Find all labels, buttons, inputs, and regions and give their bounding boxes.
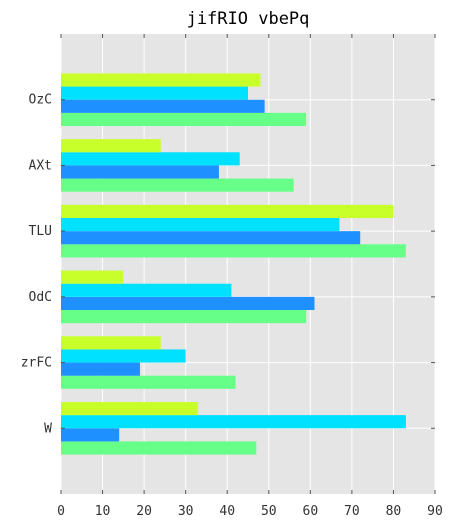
bar: [61, 362, 140, 376]
bar: [61, 204, 394, 218]
y-tick-label: AXt: [29, 158, 52, 173]
x-tick-label: 30: [178, 504, 194, 519]
x-tick-label: 90: [427, 504, 443, 519]
y-tick-label: W: [44, 421, 52, 436]
bar: [61, 86, 248, 100]
y-tick-label: OdC: [29, 290, 52, 305]
bar: [61, 296, 315, 310]
bar: [61, 99, 265, 113]
bar: [61, 415, 406, 429]
bars: [61, 73, 406, 455]
x-tick-label: 40: [219, 504, 235, 519]
bar: [61, 310, 307, 324]
bar: [61, 441, 257, 455]
bar: [61, 165, 219, 179]
bar: [61, 428, 120, 442]
y-tick-label: TLU: [29, 224, 52, 239]
x-tick-label: 20: [136, 504, 152, 519]
bar: [61, 231, 361, 245]
bar: [61, 375, 236, 389]
bar: [61, 402, 199, 416]
x-tick-label: 0: [57, 504, 65, 519]
x-tick-label: 80: [386, 504, 402, 519]
y-tick-label: OzC: [29, 93, 52, 108]
bar: [61, 283, 232, 297]
x-tick-label: 10: [95, 504, 111, 519]
bar: [61, 112, 307, 126]
bar: [61, 73, 261, 87]
bar: [61, 349, 186, 363]
x-tick-label: 60: [303, 504, 319, 519]
chart-title: jifRIO vbePq: [187, 9, 310, 29]
bar: [61, 244, 406, 258]
bar: [61, 270, 124, 284]
bar: [61, 139, 161, 153]
bar: [61, 178, 294, 192]
bar: [61, 218, 340, 232]
bar: [61, 152, 240, 166]
bar: [61, 336, 161, 350]
x-tick-label: 70: [344, 504, 360, 519]
x-tick-label: 50: [261, 504, 277, 519]
y-tick-label: zrFC: [21, 356, 52, 371]
